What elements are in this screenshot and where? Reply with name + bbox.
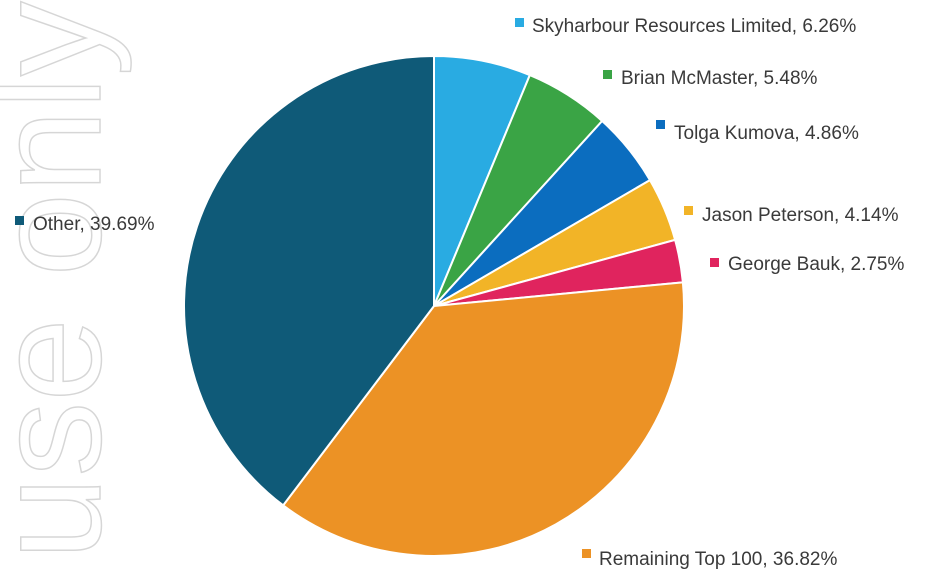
- pie-slice-5: [281, 281, 685, 557]
- legend-marker-1: [603, 70, 612, 79]
- slice-label-2: Tolga Kumova, 4.86%: [674, 123, 859, 144]
- slice-label-6: Other, 39.69%: [33, 214, 155, 235]
- watermark-text: use only: [0, 1, 132, 560]
- slice-label-1: Brian McMaster, 5.48%: [621, 68, 818, 89]
- slice-label-4: George Bauk, 2.75%: [728, 254, 904, 275]
- pie-labels: Skyharbour Resources Limited, 6.26% Brian…: [15, 16, 904, 570]
- slice-label-5: Remaining Top 100, 36.82%: [599, 549, 837, 570]
- legend-marker-2: [656, 120, 665, 129]
- legend-marker-4: [710, 258, 719, 267]
- watermark: use only: [0, 1, 133, 561]
- legend-marker-0: [515, 18, 524, 27]
- legend-marker-5: [582, 549, 591, 558]
- pie-slice-6: [183, 54, 435, 507]
- pie-slices: [183, 54, 685, 557]
- legend-marker-3: [684, 206, 693, 215]
- slice-label-0: Skyharbour Resources Limited, 6.26%: [532, 16, 856, 37]
- legend-marker-6: [15, 216, 24, 225]
- slice-label-3: Jason Peterson, 4.14%: [702, 205, 899, 226]
